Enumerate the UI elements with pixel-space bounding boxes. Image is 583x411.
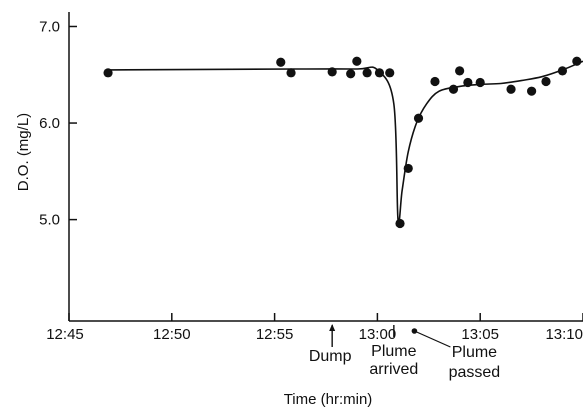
data-point xyxy=(413,113,424,123)
plume-arrived-label: Plume arrived xyxy=(369,343,418,378)
data-point xyxy=(346,69,356,79)
data-point xyxy=(572,56,582,66)
data-point xyxy=(276,57,286,67)
axes xyxy=(68,12,583,322)
data-point xyxy=(374,68,385,78)
data-point xyxy=(448,84,459,94)
plume-arrived-label-line: arrived xyxy=(369,361,418,378)
plume-passed-label-line: Plume xyxy=(452,344,497,361)
x-axis-title: Time (hr:min) xyxy=(284,391,373,408)
data-point xyxy=(362,68,372,78)
data-point xyxy=(527,86,537,96)
x-tick-label: 12:45 xyxy=(46,326,84,343)
data-point xyxy=(395,218,405,229)
y-tick-label: 7.0 xyxy=(39,18,60,35)
y-axis-title: D.O. (mg/L) xyxy=(15,113,32,191)
data-point xyxy=(403,163,413,174)
data-point xyxy=(455,66,465,76)
y-tick-label: 6.0 xyxy=(39,115,60,132)
data-point xyxy=(463,77,473,88)
plume-passed-label-line: passed xyxy=(449,364,501,381)
x-tick-label: 13:10 xyxy=(545,326,583,343)
data-point xyxy=(506,84,516,94)
dump-arrowhead xyxy=(329,324,336,331)
data-point xyxy=(541,76,551,87)
data-point xyxy=(103,68,113,78)
dump-label: Dump xyxy=(309,348,352,365)
x-tick-label: 13:05 xyxy=(461,326,499,343)
data-point xyxy=(327,67,337,77)
data-points xyxy=(103,56,582,229)
x-tick-label: 12:50 xyxy=(153,326,191,343)
y-ticks: 5.0 6.0 7.0 xyxy=(39,18,77,229)
data-point xyxy=(352,56,362,66)
plume-arrived-label-line: Plume xyxy=(371,343,416,360)
x-tick-label: 12:55 xyxy=(256,326,294,343)
plume-passed-label: Plume passed xyxy=(449,344,501,381)
data-point xyxy=(430,76,440,87)
data-point xyxy=(557,66,568,76)
x-ticks: 12:45 12:50 12:55 13:00 13:05 13:10 xyxy=(46,313,583,343)
fit-curve xyxy=(108,60,583,224)
data-point xyxy=(385,68,395,78)
data-point xyxy=(286,68,296,78)
y-tick-label: 5.0 xyxy=(39,212,60,229)
plume-passed-leader xyxy=(414,330,451,348)
x-tick-label: 13:00 xyxy=(359,326,397,343)
data-point xyxy=(475,77,485,88)
